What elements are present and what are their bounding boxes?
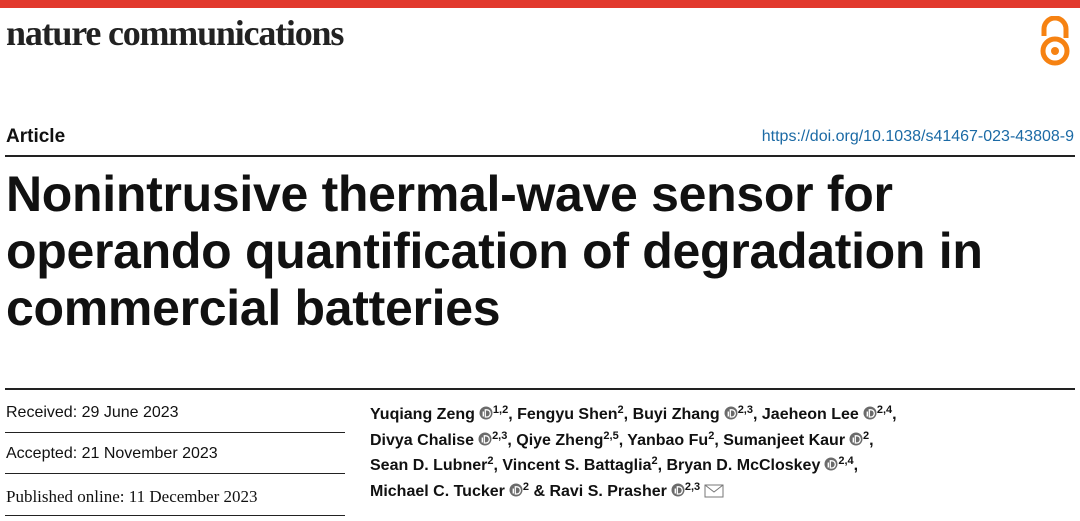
author-name: Sumanjeet Kaur (723, 431, 846, 449)
orcid-i (481, 437, 484, 442)
author-name: Jaeheon Lee (761, 406, 859, 423)
author-name: Vincent S. Battaglia (502, 457, 652, 474)
conjunction: & (533, 482, 545, 500)
affiliation: 2,3 (684, 480, 701, 493)
separator: , (508, 406, 513, 423)
orcid-d (829, 460, 837, 469)
separator: , (507, 431, 512, 449)
rule (5, 515, 345, 516)
date: Received: 29 June 2023 (6, 404, 179, 421)
date: Accepted: 21 November 2023 (6, 445, 218, 462)
affiliation: 2 (617, 404, 624, 416)
author-name: Bryan D. McCloskey (666, 457, 821, 474)
orcid-d (854, 434, 861, 444)
rule (5, 473, 345, 474)
orcid-i (482, 411, 484, 417)
author-name: Michael C. Tucker (370, 482, 505, 500)
author-name: Buyi Zhang (632, 406, 720, 423)
orcid-i (827, 462, 830, 468)
orcid-icon (863, 406, 877, 420)
author-name: Yuqiang Zeng (370, 406, 475, 423)
affiliation: 2 (708, 429, 715, 442)
separator: , (892, 406, 897, 423)
affiliation: 2 (487, 455, 494, 467)
title-line: commercial batteries (6, 280, 501, 336)
author-name: Fengyu Shen (517, 406, 618, 423)
affiliation: 2 (522, 480, 529, 493)
envelope-flap (704, 484, 724, 493)
orcid-icon (478, 432, 492, 445)
orcid-i (727, 411, 729, 417)
orcid-icon (724, 406, 738, 420)
author-name: Ravi S. Prasher (549, 482, 667, 500)
orcid-d (484, 409, 491, 418)
article-type: Article (6, 126, 66, 147)
orcid-d (729, 409, 736, 418)
author-line: Sean D. Lubner2, Vincent S. Battaglia2, … (370, 453, 897, 479)
author-name: Sean D. Lubner (370, 457, 488, 474)
orcid-d (868, 409, 875, 418)
doi-link[interactable]: https://doi.org/10.1038/s41467-023-43808… (761, 128, 1074, 145)
envelope (704, 484, 724, 497)
author-line: Michael C. Tucker 2 & Ravi S. Prasher 2,3 (370, 479, 897, 505)
author-line: Divya Chalise 2,3, Qiye Zheng2,5, Yanbao … (370, 428, 897, 454)
separator: , (618, 431, 624, 449)
orcid-i (512, 488, 514, 493)
author-name: Divya Chalise (370, 431, 475, 449)
affiliation: 2 (863, 429, 870, 442)
top-bar (0, 0, 1080, 8)
rule (5, 155, 1075, 157)
separator: , (657, 457, 663, 474)
affiliation: 1,2 (492, 404, 509, 416)
open-access-icon (1040, 16, 1070, 66)
rule (5, 432, 345, 433)
orcid-icon (849, 432, 863, 445)
affiliation: 2,3 (737, 404, 753, 416)
author-name: Qiye Zheng (516, 431, 604, 449)
orcid-d (483, 434, 491, 444)
journal-name: nature communications (6, 13, 344, 53)
separator: , (623, 406, 629, 423)
authors: Yuqiang Zeng 1,2, Fengyu Shen2, Buyi Zhan… (370, 402, 897, 504)
email-icon (704, 484, 724, 497)
orcid-i (674, 488, 676, 493)
separator: , (493, 457, 498, 474)
orcid-i (852, 437, 855, 442)
orcid-icon (479, 406, 493, 420)
orcid-icon (671, 483, 685, 496)
affiliation: 2 (651, 455, 658, 467)
separator: , (752, 406, 758, 423)
affiliation: 2,5 (603, 429, 619, 442)
rule (5, 388, 1075, 390)
date: Published online: 11 December 2023 (6, 487, 258, 506)
orcid-i (866, 411, 868, 417)
separator: , (714, 431, 719, 449)
author-line: Yuqiang Zeng 1,2, Fengyu Shen2, Buyi Zhan… (370, 402, 897, 428)
affiliation: 2,3 (492, 429, 508, 442)
orcid-d (514, 485, 521, 495)
affiliation: 2,4 (838, 455, 854, 467)
title: Nonintrusive thermal-wave sensor for oper… (6, 166, 983, 337)
author-name: Yanbao Fu (627, 431, 709, 449)
orcid-d (676, 485, 683, 495)
orcid-icon (509, 483, 523, 496)
orcid-icon (824, 457, 838, 471)
separator: , (853, 457, 859, 474)
separator: , (869, 431, 874, 449)
title-line: operando quantification of degradation i… (6, 223, 983, 279)
title-line: Nonintrusive thermal-wave sensor for (6, 166, 893, 222)
affiliation: 2,4 (876, 404, 893, 416)
